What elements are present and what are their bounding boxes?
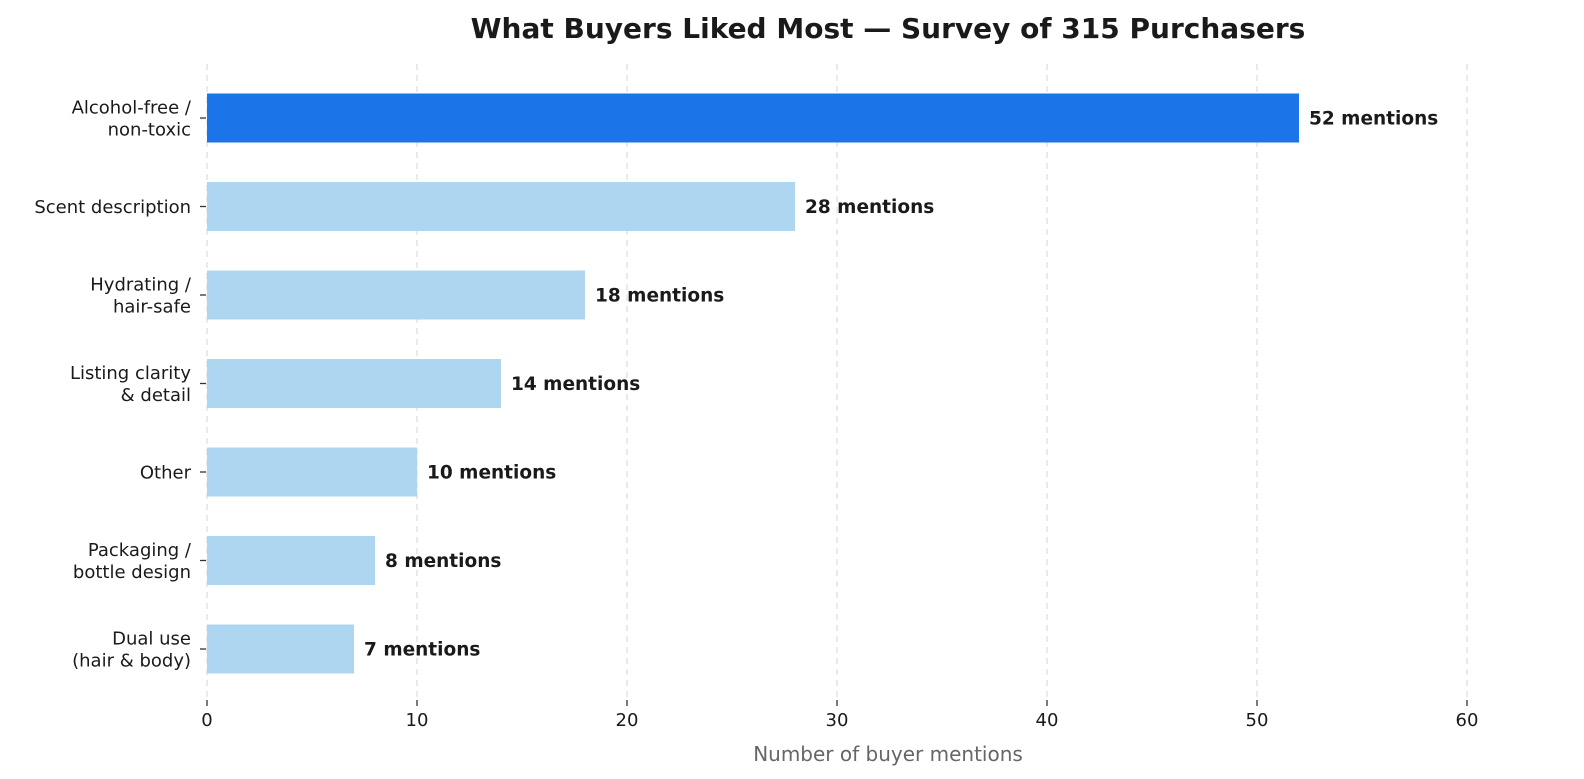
y-tick-label-line: Alcohol-free / bbox=[72, 98, 192, 119]
y-tick-label-line: (hair & body) bbox=[72, 651, 191, 672]
y-tick-label: Other bbox=[140, 463, 192, 484]
x-tick-label: 20 bbox=[616, 710, 639, 731]
chart-title: What Buyers Liked Most — Survey of 315 P… bbox=[471, 12, 1306, 45]
bar bbox=[207, 536, 375, 585]
data-label: 8 mentions bbox=[385, 551, 501, 572]
x-tick-label: 60 bbox=[1456, 710, 1479, 731]
x-tick-label: 30 bbox=[826, 710, 849, 731]
y-tick-label: Listing clarity & detail bbox=[70, 363, 191, 406]
x-tick-label: 10 bbox=[406, 710, 429, 731]
bar bbox=[207, 182, 795, 231]
y-tick-label-line: Scent description bbox=[34, 197, 191, 218]
x-tick-label: 50 bbox=[1246, 710, 1269, 731]
data-label: 28 mentions bbox=[805, 197, 934, 218]
x-axis-label: Number of buyer mentions bbox=[753, 742, 1023, 766]
x-axis: 0 10 20 30 40 50 60 bbox=[201, 700, 1478, 731]
bar bbox=[207, 93, 1299, 143]
y-tick-label-line: hair-safe bbox=[113, 297, 191, 318]
y-tick-label: Hydrating / hair-safe bbox=[90, 275, 192, 318]
y-axis: Alcohol-free / non-toxic Scent description… bbox=[34, 98, 206, 672]
data-label: 10 mentions bbox=[427, 463, 556, 484]
y-tick-label-line: Other bbox=[140, 463, 192, 484]
y-tick-label: Alcohol-free / non-toxic bbox=[72, 98, 192, 141]
bars bbox=[207, 93, 1299, 674]
data-label: 18 mentions bbox=[595, 286, 724, 307]
y-tick-label: Scent description bbox=[34, 197, 191, 218]
y-tick-label-line: Dual use bbox=[112, 629, 191, 650]
data-label: 14 mentions bbox=[511, 374, 640, 395]
y-tick-label-line: Hydrating / bbox=[90, 275, 192, 296]
y-tick-label-line: & detail bbox=[121, 385, 191, 406]
bar bbox=[207, 270, 585, 320]
y-tick-label: Packaging / bottle design bbox=[73, 540, 192, 583]
bar bbox=[207, 624, 354, 674]
data-label: 7 mentions bbox=[364, 640, 480, 661]
grid-lines bbox=[206, 64, 1468, 700]
y-tick-label-line: Listing clarity bbox=[70, 363, 191, 384]
bar bbox=[207, 447, 417, 497]
data-label: 52 mentions bbox=[1309, 109, 1438, 130]
y-tick-label-line: non-toxic bbox=[108, 120, 191, 141]
data-labels: 52 mentions 28 mentions 18 mentions 14 ment… bbox=[364, 109, 1438, 661]
y-tick-label-line: Packaging / bbox=[88, 540, 192, 561]
x-tick-label: 40 bbox=[1036, 710, 1059, 731]
y-tick-label-line: bottle design bbox=[73, 562, 191, 583]
x-tick-label: 0 bbox=[201, 710, 212, 731]
bar bbox=[207, 359, 501, 408]
y-tick-label: Dual use (hair & body) bbox=[72, 629, 191, 672]
